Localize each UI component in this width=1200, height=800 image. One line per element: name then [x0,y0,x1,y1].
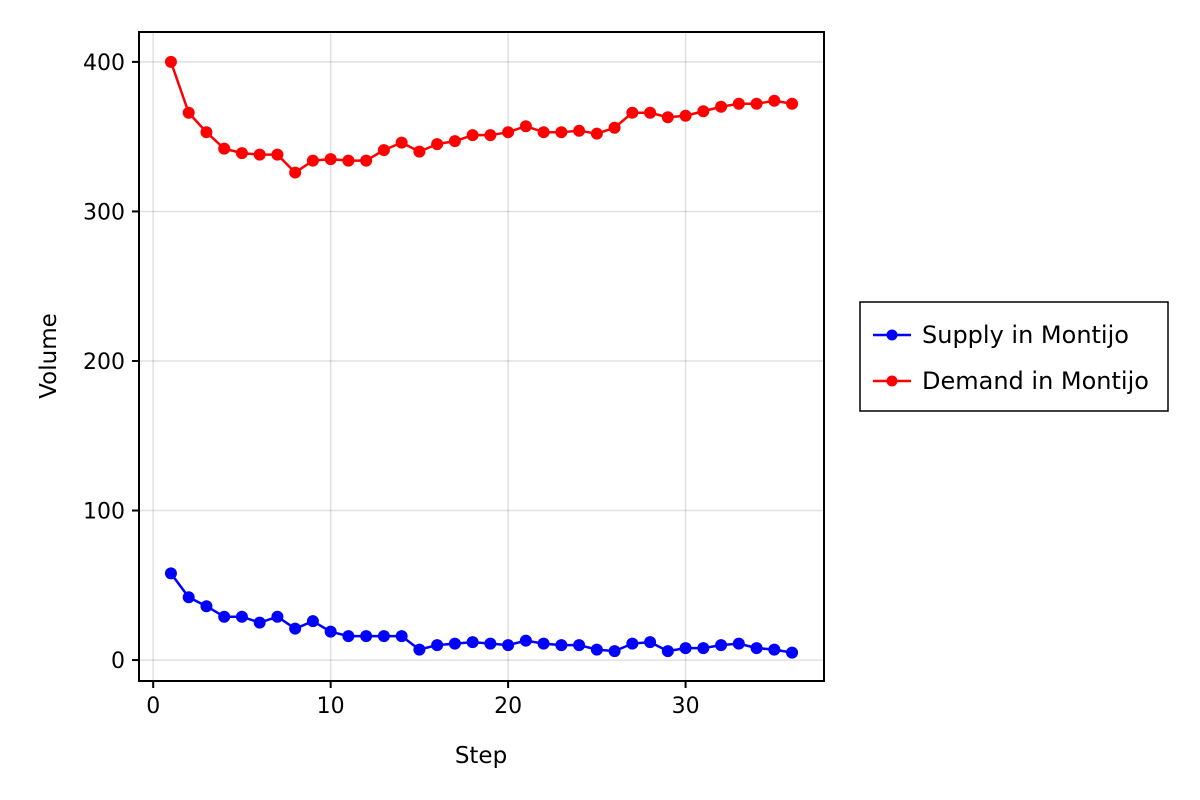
data-point-demand-in-montijo [218,142,231,155]
x-tick-label: 0 [146,694,160,719]
legend-swatch-demand-marker [886,375,898,387]
data-point-demand-in-montijo [466,129,479,142]
data-point-demand-in-montijo [431,138,444,151]
data-point-demand-in-montijo [395,136,408,149]
data-point-supply-in-montijo [466,636,479,649]
data-point-supply-in-montijo [697,642,710,655]
data-point-supply-in-montijo [395,630,408,643]
data-point-supply-in-montijo [608,645,621,658]
data-point-supply-in-montijo [484,637,497,650]
data-point-supply-in-montijo [715,639,728,652]
data-point-demand-in-montijo [306,154,319,167]
data-point-supply-in-montijo [626,637,639,650]
data-point-supply-in-montijo [537,637,550,650]
data-point-demand-in-montijo [661,111,674,124]
data-point-supply-in-montijo [324,625,337,638]
data-point-demand-in-montijo [573,124,586,137]
data-point-supply-in-montijo [164,567,177,580]
data-point-supply-in-montijo [306,615,319,628]
data-point-demand-in-montijo [164,55,177,68]
data-point-demand-in-montijo [271,148,284,161]
data-point-demand-in-montijo [590,127,603,140]
y-tick-label: 300 [83,200,125,225]
data-point-demand-in-montijo [200,126,213,139]
grid [139,32,824,681]
data-point-demand-in-montijo [750,97,763,110]
data-point-demand-in-montijo [342,154,355,167]
data-point-supply-in-montijo [218,610,231,623]
data-point-supply-in-montijo [360,630,373,643]
data-point-demand-in-montijo [608,121,621,134]
data-point-supply-in-montijo [590,643,603,656]
data-point-demand-in-montijo [768,94,781,107]
x-tick-label: 20 [494,694,522,719]
data-point-supply-in-montijo [342,630,355,643]
legend-box [859,301,1169,412]
data-point-supply-in-montijo [289,622,302,635]
y-tick-label: 0 [111,649,125,674]
plot-series [164,55,799,659]
data-point-supply-in-montijo [200,600,213,613]
x-axis-title: Step [455,743,507,769]
data-point-demand-in-montijo [413,145,426,158]
data-point-supply-in-montijo [644,636,657,649]
data-point-supply-in-montijo [750,642,763,655]
data-point-supply-in-montijo [235,610,248,623]
data-point-demand-in-montijo [537,126,550,139]
series-line-supply-in-montijo [169,572,793,654]
data-point-demand-in-montijo [377,144,390,157]
y-tick-label: 400 [83,51,125,76]
data-point-demand-in-montijo [502,126,515,139]
data-point-supply-in-montijo [182,591,195,604]
x-tick-label: 10 [317,694,345,719]
data-point-demand-in-montijo [732,97,745,110]
legend-swatch-supply-marker [886,329,898,341]
data-point-supply-in-montijo [679,642,692,655]
data-point-supply-in-montijo [732,637,745,650]
data-point-demand-in-montijo [484,129,497,142]
data-point-demand-in-montijo [324,153,337,166]
data-point-demand-in-montijo [715,100,728,113]
data-point-supply-in-montijo [573,639,586,652]
data-point-supply-in-montijo [786,646,799,659]
data-point-supply-in-montijo [413,643,426,656]
data-point-demand-in-montijo [644,106,657,119]
legend-label-supply: Supply in Montijo [922,321,1129,349]
y-axis-title: Volume [36,313,62,399]
data-point-demand-in-montijo [360,154,373,167]
data-point-supply-in-montijo [502,639,515,652]
data-point-supply-in-montijo [253,616,266,629]
y-tick-label: 200 [83,350,125,375]
data-point-supply-in-montijo [519,634,532,647]
data-point-demand-in-montijo [679,109,692,122]
data-point-supply-in-montijo [377,630,390,643]
data-point-demand-in-montijo [182,106,195,119]
data-point-demand-in-montijo [555,126,568,139]
data-point-supply-in-montijo [431,639,444,652]
plot-frame [138,31,825,682]
y-tick-label: 100 [83,500,125,525]
data-point-supply-in-montijo [768,643,781,656]
data-point-demand-in-montijo [786,97,799,110]
data-point-demand-in-montijo [697,105,710,118]
x-tick-label: 30 [672,694,700,719]
data-point-demand-in-montijo [626,106,639,119]
data-point-demand-in-montijo [253,148,266,161]
legend-label-demand: Demand in Montijo [922,367,1149,395]
legend: Supply in Montijo Demand in Montijo [859,301,1169,412]
data-point-demand-in-montijo [448,135,461,148]
data-point-supply-in-montijo [448,637,461,650]
data-point-demand-in-montijo [235,147,248,160]
data-point-supply-in-montijo [661,645,674,658]
data-point-demand-in-montijo [519,120,532,133]
data-point-supply-in-montijo [271,610,284,623]
data-point-supply-in-montijo [555,639,568,652]
data-point-demand-in-montijo [289,166,302,179]
